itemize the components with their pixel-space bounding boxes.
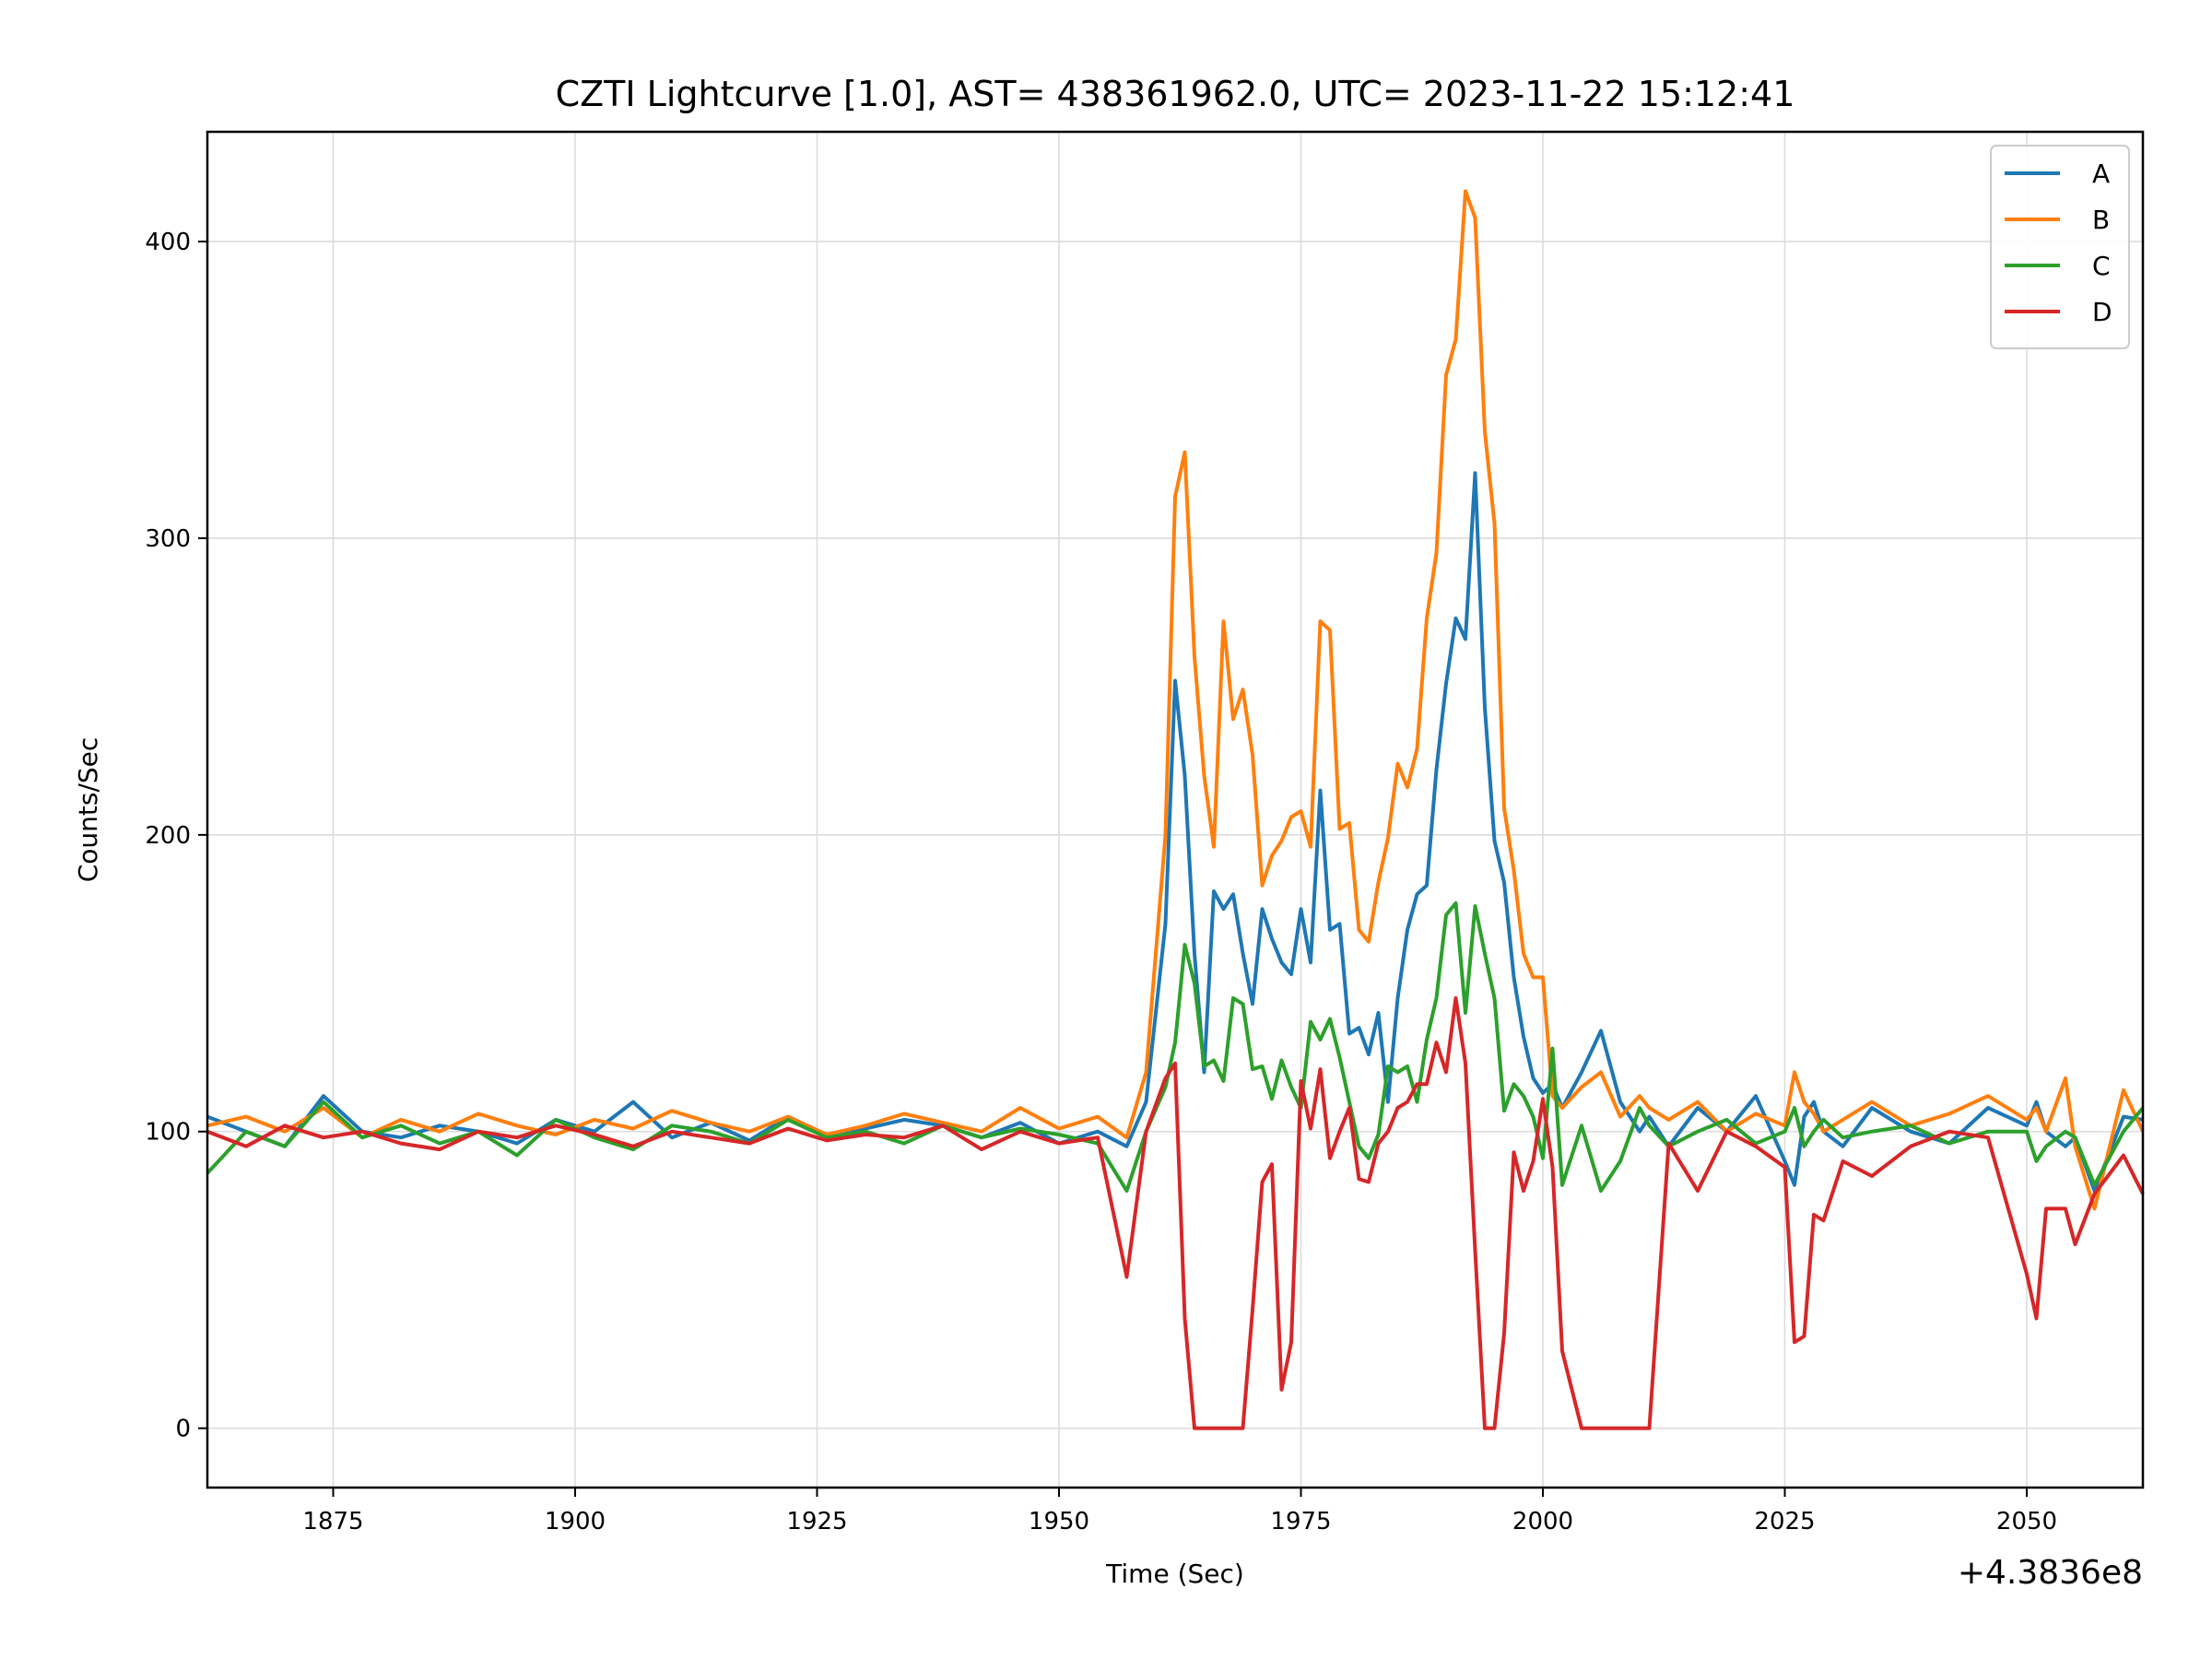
legend-label-b: B — [2092, 205, 2110, 235]
y-tick-label: 100 — [145, 1119, 191, 1147]
legend-label-a: A — [2092, 159, 2110, 189]
axis-ticks: 1875 1900 1925 1950 1975 2000 2025 2050 0 100 200 3… — [145, 229, 2057, 1535]
x-tick-label: 2025 — [1754, 1508, 1815, 1535]
x-axis-offset-label: +4.3836e8 — [1958, 1554, 2143, 1592]
legend-label-c: C — [2092, 251, 2111, 281]
x-tick-label: 1875 — [302, 1508, 363, 1535]
y-tick-label: 300 — [145, 525, 191, 553]
axes-frame — [206, 130, 2145, 1489]
series-lines — [206, 189, 2145, 1430]
legend-label-d: D — [2092, 297, 2112, 327]
chart-title: CZTI Lightcurve [1.0], AST= 438361962.0,… — [556, 74, 1795, 114]
series-line-d — [206, 995, 2145, 1430]
y-tick-label: 0 — [175, 1416, 191, 1443]
x-tick-label: 1950 — [1029, 1508, 1089, 1535]
series-line-c — [206, 900, 2145, 1194]
x-tick-label: 2050 — [1996, 1508, 2057, 1535]
y-tick-label: 200 — [145, 822, 191, 850]
x-tick-label: 1925 — [786, 1508, 847, 1535]
series-line-b — [206, 189, 2145, 1211]
y-axis-label: Counts/Sec — [73, 737, 103, 883]
x-tick-label: 2000 — [1512, 1508, 1573, 1535]
x-tick-label: 1975 — [1270, 1508, 1331, 1535]
y-tick-label: 400 — [145, 229, 191, 256]
legend-box — [1990, 145, 2130, 349]
x-axis-label: Time (Sec) — [1105, 1559, 1244, 1589]
x-tick-label: 1900 — [545, 1508, 606, 1535]
